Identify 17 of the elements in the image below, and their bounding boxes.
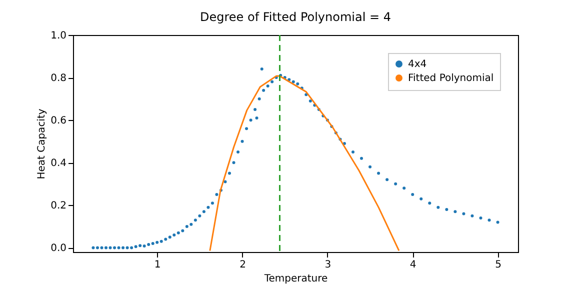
y-tick-label: 1.0 [50, 30, 66, 42]
y-tick-label: 0.2 [50, 200, 66, 212]
y-tick-label: 0.4 [50, 158, 66, 170]
line-series [209, 75, 400, 252]
x-tick-label: 4 [410, 260, 416, 270]
y-tick-label: 0.6 [50, 116, 66, 127]
x-tick-label: 1 [154, 260, 161, 270]
x-tick-label: 5 [495, 260, 502, 270]
x-tick-label: 2 [240, 260, 246, 270]
y-tick-label: 0.8 [50, 73, 66, 84]
legend-label: Fitted Polynomial [408, 73, 494, 84]
chart-title: Degree of Fitted Polynomial = 4 [200, 10, 392, 24]
x-tick-label: 3 [324, 260, 332, 270]
legend-label: 4x4 [408, 59, 427, 70]
y-axis-title: Heat Capacity [36, 108, 48, 180]
y-tick-label: 0.0 [50, 243, 66, 254]
x-axis-title: Temperature [263, 274, 328, 284]
